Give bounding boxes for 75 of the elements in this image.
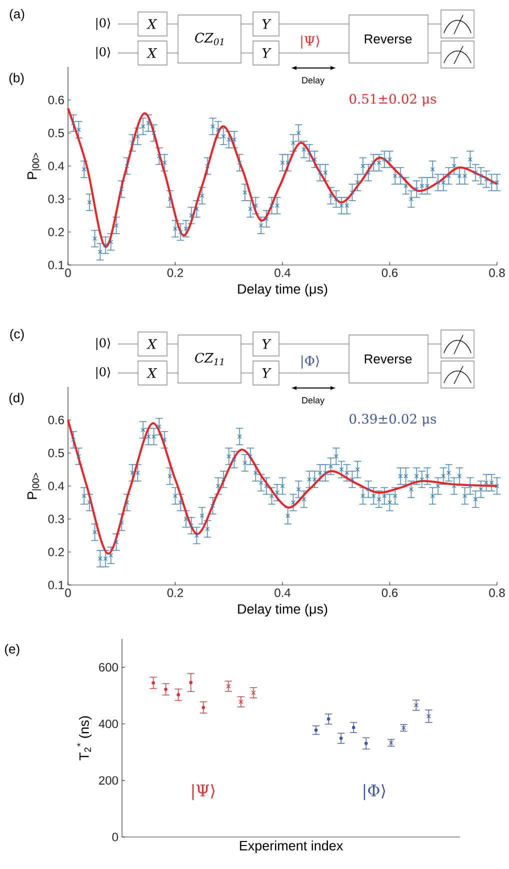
text: (e) bbox=[5, 644, 20, 656]
y-tick-label: 0.2 bbox=[48, 228, 64, 236]
text: Y bbox=[262, 19, 272, 29]
annotation: Delay bbox=[302, 76, 324, 86]
y-tick-label: 600 bbox=[99, 663, 118, 672]
x-tick-label: 0.4 bbox=[274, 268, 290, 278]
x-tick-label: 0.8 bbox=[489, 588, 505, 598]
text: (b) bbox=[9, 72, 24, 85]
point bbox=[238, 700, 244, 704]
point bbox=[202, 706, 206, 710]
text: CZ$_{11}$ bbox=[195, 352, 224, 366]
y-tick-label: 0.6 bbox=[48, 96, 64, 104]
x-tick-label: 0.2 bbox=[167, 268, 183, 278]
annotation: |Ψ⟩ bbox=[192, 784, 215, 800]
annotation: 0.51±0.02 μs bbox=[350, 94, 436, 106]
point bbox=[176, 693, 180, 696]
y-tick-label: 0 bbox=[112, 832, 118, 842]
text: Y bbox=[262, 339, 272, 349]
x-tick-label: 0.6 bbox=[382, 588, 398, 598]
point bbox=[339, 736, 343, 740]
text: |0⟩ bbox=[96, 367, 110, 379]
text: Reverse bbox=[364, 354, 412, 364]
y-tick-label: 0.1 bbox=[48, 260, 64, 270]
x-axis-title: Experiment index bbox=[240, 840, 343, 854]
y-tick-label: 0.6 bbox=[48, 416, 64, 424]
point bbox=[189, 680, 192, 684]
point bbox=[414, 703, 418, 708]
x-axis-title: Delay time (μs) bbox=[238, 604, 328, 616]
point bbox=[226, 684, 231, 688]
y-axis-title: T$_{2}$$^{*}$ (ns) bbox=[77, 716, 92, 760]
annotation: |Φ⟩ bbox=[364, 784, 386, 800]
annotation: 0.39±0.02 μs bbox=[350, 414, 436, 426]
x-tick-label: 0.4 bbox=[274, 588, 290, 598]
text: Y bbox=[262, 368, 272, 378]
text: Reverse bbox=[364, 34, 412, 44]
point bbox=[326, 717, 330, 721]
text: X bbox=[146, 339, 158, 349]
point bbox=[152, 681, 155, 684]
y-tick-label: 0.4 bbox=[48, 482, 64, 490]
x-tick-label: 0 bbox=[65, 588, 71, 598]
text: |0⟩ bbox=[96, 47, 110, 59]
x-tick-label: 0.6 bbox=[382, 268, 398, 278]
x-tick-label: 0 bbox=[65, 268, 71, 278]
point bbox=[251, 690, 256, 695]
y-tick-label: 0.3 bbox=[48, 194, 64, 204]
y-tick-label: 0.5 bbox=[48, 448, 64, 458]
text: X bbox=[146, 19, 158, 29]
y-tick-label: 0.1 bbox=[48, 580, 64, 590]
text: |Φ⟩ bbox=[302, 356, 319, 369]
text: (a) bbox=[10, 8, 24, 22]
y-tick-label: 0.3 bbox=[48, 514, 64, 524]
y-axis-title: P$_{|00>}$ bbox=[27, 152, 41, 179]
text: CZ$_{01}$ bbox=[195, 32, 224, 46]
y-tick-label: 0.2 bbox=[48, 548, 64, 556]
x-tick-label: 0.2 bbox=[167, 588, 183, 598]
y-tick-label: 400 bbox=[98, 720, 118, 728]
text: (c) bbox=[10, 328, 24, 342]
point bbox=[352, 726, 356, 730]
text: (d) bbox=[9, 392, 24, 405]
text: |0⟩ bbox=[96, 18, 110, 30]
text: X bbox=[146, 48, 158, 58]
y-tick-label: 0.4 bbox=[48, 162, 64, 170]
point bbox=[164, 688, 168, 692]
point bbox=[314, 728, 318, 732]
y-tick-label: 200 bbox=[99, 776, 118, 785]
text: X bbox=[146, 368, 158, 378]
y-axis-title: P$_{|00>}$ bbox=[27, 472, 41, 499]
annotation: Delay bbox=[302, 396, 324, 406]
x-axis-title: Delay time (μs) bbox=[238, 284, 328, 296]
text: |Ψ⟩ bbox=[301, 36, 320, 49]
x-tick-label: 0.8 bbox=[489, 268, 505, 278]
y-tick-label: 0.5 bbox=[48, 128, 64, 138]
text: |0⟩ bbox=[96, 338, 110, 350]
point bbox=[364, 742, 368, 746]
text: Y bbox=[262, 48, 272, 58]
